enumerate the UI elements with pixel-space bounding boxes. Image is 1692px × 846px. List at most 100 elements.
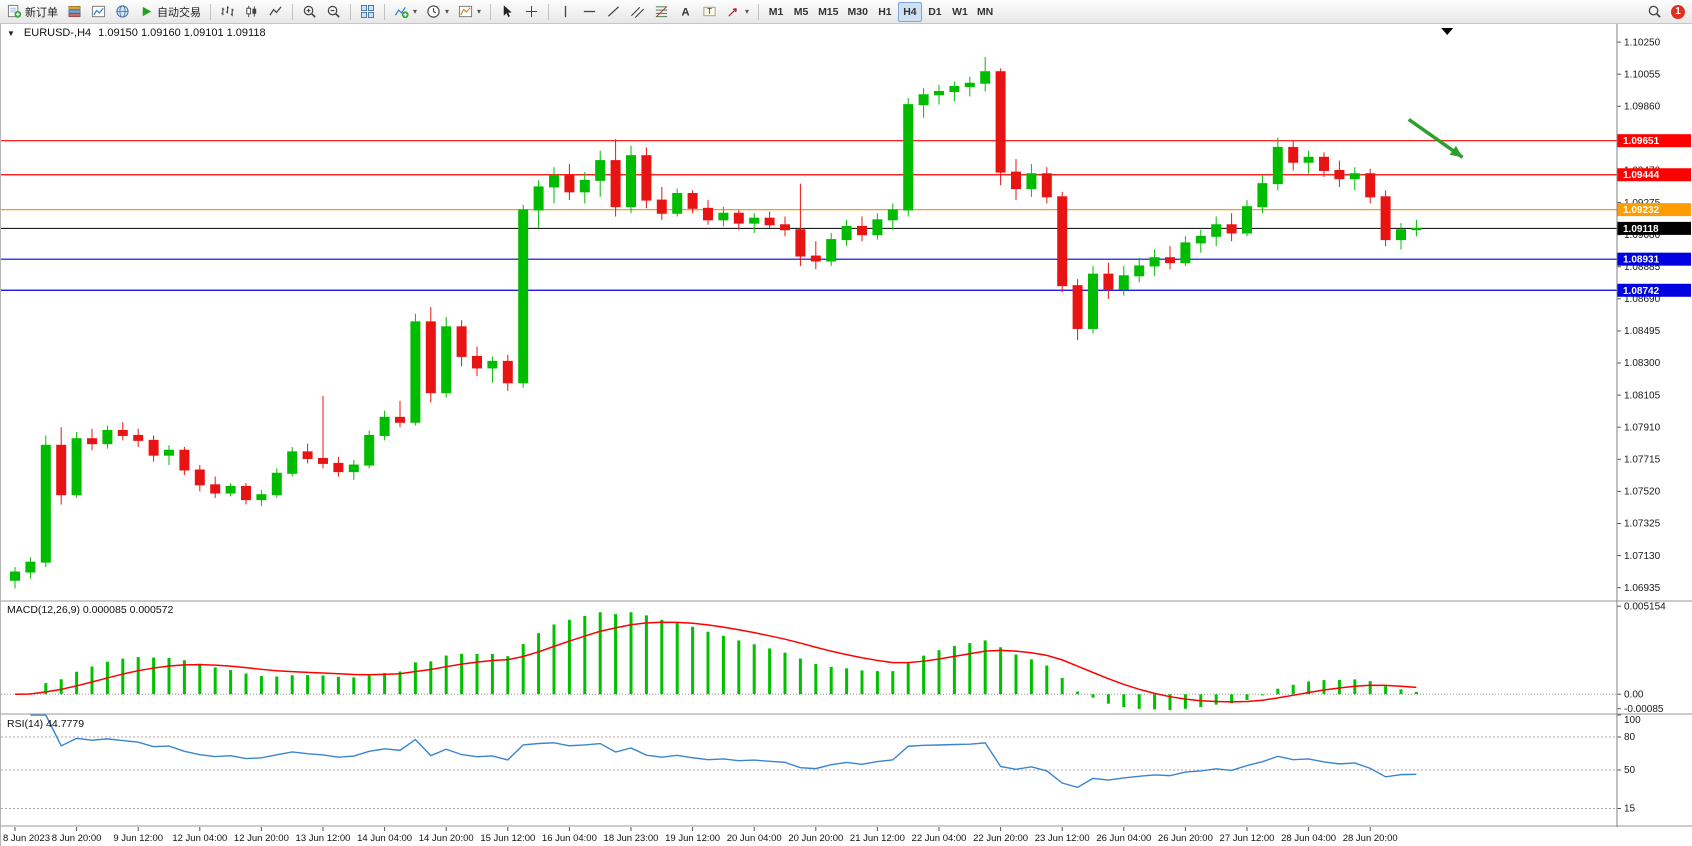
- line-chart-button[interactable]: [264, 2, 287, 22]
- price-tag-box: [1617, 168, 1691, 182]
- candle-body: [87, 438, 97, 445]
- linechart-icon: [268, 4, 283, 19]
- timeframe-m15-button[interactable]: M15: [814, 2, 842, 22]
- timeframe-m30-button[interactable]: M30: [844, 2, 872, 22]
- trend-arrow-head: [1449, 145, 1463, 158]
- candle-body: [857, 225, 867, 236]
- chart-shift-marker[interactable]: [1441, 28, 1454, 35]
- fibonacci-button[interactable]: [650, 2, 673, 22]
- rsi-tick-label: 100: [1624, 715, 1641, 726]
- zoom-out-button[interactable]: [322, 2, 345, 22]
- label-icon: T: [702, 4, 717, 19]
- indicators-icon: [394, 4, 409, 19]
- new-order-button[interactable]: 新订单: [3, 2, 62, 22]
- candle-body: [887, 209, 898, 221]
- order-icon: [7, 4, 22, 19]
- chart-canvas[interactable]: 1.102501.100551.098601.096651.094701.092…: [1, 24, 1692, 846]
- equidistant-channel-button[interactable]: [626, 2, 649, 22]
- candle-body: [626, 155, 636, 208]
- candle-body: [71, 438, 82, 496]
- time-label: 12 Jun 20:00: [234, 833, 289, 844]
- fibo-icon: [654, 4, 669, 19]
- play-icon: [139, 4, 154, 19]
- price-tick-label: 1.09860: [1624, 101, 1661, 112]
- strategy-tester-button[interactable]: [87, 2, 110, 22]
- templates-button[interactable]: ▾: [454, 2, 485, 22]
- candle-body: [1288, 146, 1299, 163]
- candle-body: [1165, 257, 1175, 264]
- zoom-in-button[interactable]: [298, 2, 321, 22]
- candle-body: [749, 217, 760, 224]
- candle-body: [1195, 235, 1206, 244]
- chevron-down-icon: ▾: [477, 7, 482, 16]
- timeframe-m1-button[interactable]: M1: [764, 2, 788, 22]
- price-tick-label: 1.08300: [1624, 358, 1661, 369]
- candle-body: [1180, 242, 1191, 264]
- bar-chart-button[interactable]: [216, 2, 239, 22]
- zoom-in-icon: [302, 4, 317, 19]
- tile-windows-button[interactable]: [356, 2, 379, 22]
- candle-body: [1226, 224, 1237, 234]
- candle-body: [810, 255, 821, 262]
- timeframe-d1-button[interactable]: D1: [923, 2, 947, 22]
- candle-body: [318, 457, 328, 464]
- candle-body: [826, 239, 837, 262]
- price-tag-1.08742[interactable]: 1.08742: [1617, 283, 1691, 297]
- timeframe-h1-button[interactable]: H1: [873, 2, 897, 22]
- timeframe-w1-button[interactable]: W1: [948, 2, 972, 22]
- time-label: 14 Jun 20:00: [419, 833, 474, 844]
- clock-icon: [426, 4, 441, 19]
- price-tag-1.09444[interactable]: 1.09444: [1617, 168, 1691, 182]
- text-button[interactable]: A: [674, 2, 697, 22]
- rsi-tick-label: 50: [1624, 765, 1636, 776]
- candle-body: [1380, 196, 1391, 241]
- panel-divider-handle[interactable]: [1, 711, 1692, 716]
- terminal-button[interactable]: [63, 2, 86, 22]
- candle-body: [441, 326, 452, 394]
- timeframe-m5-button[interactable]: M5: [789, 2, 813, 22]
- candle-body: [241, 485, 251, 501]
- indicators-button[interactable]: ▾: [390, 2, 421, 22]
- vertical-line-button[interactable]: [554, 2, 577, 22]
- candle-body: [302, 451, 313, 459]
- price-tag-value: 1.09118: [1623, 224, 1659, 235]
- candle-body: [764, 217, 775, 226]
- timeframe-h4-button[interactable]: H4: [897, 1, 922, 22]
- candle-body: [271, 472, 282, 496]
- periods-button[interactable]: ▾: [422, 2, 453, 22]
- price-axis[interactable]: [1617, 24, 1692, 827]
- crosshair-button[interactable]: [520, 2, 543, 22]
- panel-divider-handle[interactable]: [1, 598, 1692, 603]
- cursor-button[interactable]: [496, 2, 519, 22]
- candle-body: [395, 416, 405, 423]
- timeframe-mn-button[interactable]: MN: [973, 2, 997, 22]
- candle-body: [456, 326, 467, 357]
- price-tag-1.09651[interactable]: 1.09651: [1617, 134, 1691, 148]
- candle-body: [364, 434, 375, 466]
- price-tag-value: 1.08931: [1623, 255, 1660, 266]
- horizontal-line-button[interactable]: [578, 2, 601, 22]
- trend-arrow-annotation[interactable]: [1407, 118, 1464, 159]
- time-axis[interactable]: [1, 827, 1617, 846]
- candle-body: [718, 212, 729, 221]
- candle-body: [25, 561, 36, 573]
- price-tick-label: 1.07130: [1624, 551, 1661, 562]
- notifications-button[interactable]: 1: [1667, 2, 1689, 22]
- price-tag-1.08931[interactable]: 1.08931: [1617, 252, 1691, 266]
- candle-body: [841, 225, 852, 241]
- arrows-button[interactable]: ▾: [722, 2, 753, 22]
- candle-body: [780, 224, 790, 231]
- trendline-button[interactable]: [602, 2, 625, 22]
- price-tag-value: 1.09444: [1623, 170, 1660, 181]
- candlestick-chart-button[interactable]: [240, 2, 263, 22]
- autotrading-button[interactable]: 自动交易: [135, 2, 205, 22]
- candle-body: [164, 449, 174, 456]
- search-button[interactable]: [1643, 2, 1666, 22]
- book-icon: [67, 4, 82, 19]
- time-label: 26 Jun 04:00: [1096, 833, 1151, 844]
- community-button[interactable]: [111, 2, 134, 22]
- candle-body: [610, 160, 621, 208]
- price-tag-1.09118[interactable]: 1.09118: [1617, 221, 1691, 235]
- text-label-button[interactable]: T: [698, 2, 721, 22]
- price-tag-1.09232[interactable]: 1.09232: [1617, 203, 1691, 217]
